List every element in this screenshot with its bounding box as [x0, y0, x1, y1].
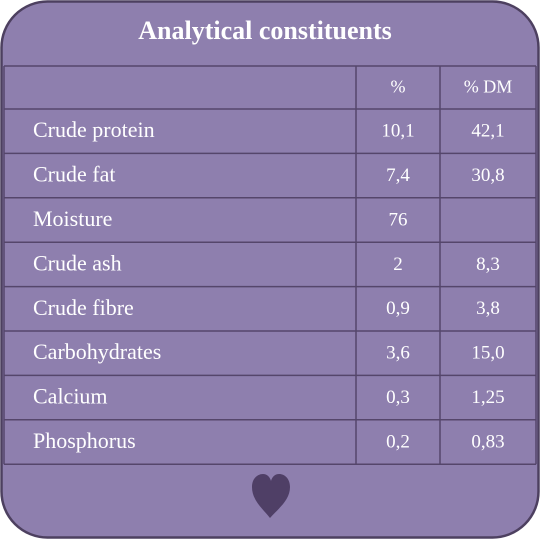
row-label: Carbohydrates — [33, 339, 161, 364]
row-label: Crude fat — [33, 162, 115, 187]
cell-value: 3,6 — [386, 343, 410, 364]
row-label: Crude protein — [33, 117, 155, 142]
row-label: Phosphorus — [33, 428, 136, 453]
cell-value: 42,1 — [471, 121, 504, 142]
heart-icon — [252, 474, 290, 518]
cell-value: 8,3 — [476, 254, 500, 275]
title: Analytical constituents — [138, 16, 392, 45]
cell-value: 0,9 — [386, 298, 410, 319]
cell-value: 15,0 — [471, 343, 504, 364]
row-label: Crude fibre — [33, 295, 134, 320]
row-label: Crude ash — [33, 250, 122, 275]
cell-value: 3,8 — [476, 298, 500, 319]
cell-value: 0,2 — [386, 431, 410, 452]
cell-value: 76 — [389, 209, 408, 230]
row-label: Calcium — [33, 384, 108, 409]
column-header: % — [391, 77, 406, 97]
cell-value: 0,83 — [471, 431, 504, 452]
row-label: Moisture — [33, 206, 112, 231]
cell-value: 30,8 — [471, 165, 504, 186]
cell-value: 7,4 — [386, 165, 410, 186]
cell-value: 0,3 — [386, 387, 410, 408]
cell-value: 1,25 — [471, 387, 504, 408]
cell-value: 10,1 — [381, 121, 414, 142]
column-header: % DM — [464, 77, 513, 97]
cell-value: 2 — [393, 254, 403, 275]
